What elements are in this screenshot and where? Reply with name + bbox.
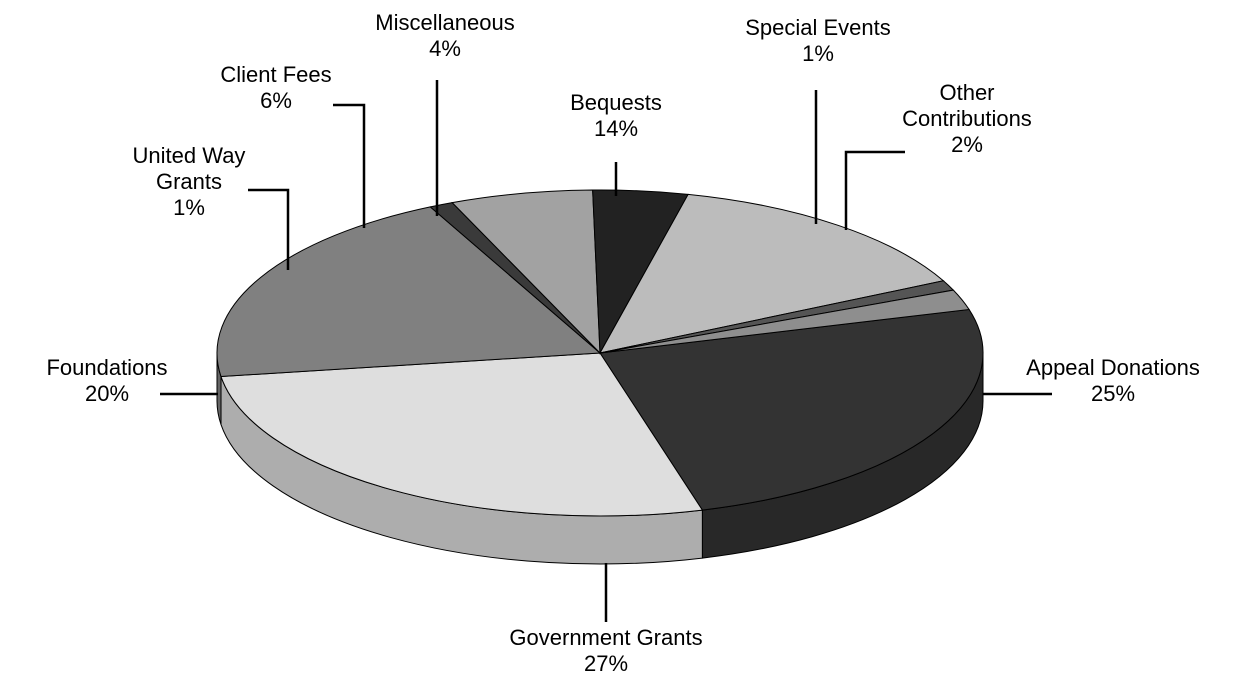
slice-label-bequests: Bequests 14% bbox=[570, 90, 662, 141]
slice-name-label: Other bbox=[939, 80, 994, 105]
slice-label-client-fees: Client Fees 6% bbox=[220, 62, 331, 113]
slice-name-label: Appeal Donations bbox=[1026, 355, 1200, 380]
slice-name-label: Client Fees bbox=[220, 62, 331, 87]
slice-label-foundations: Foundations 20% bbox=[46, 355, 167, 406]
pie-slice-other-contributions bbox=[599, 289, 970, 354]
slice-value-label: 27% bbox=[584, 651, 628, 676]
slice-value-label: 2% bbox=[951, 132, 983, 157]
slice-value-label: 25% bbox=[1091, 381, 1135, 406]
pie-slice-appeal-donations bbox=[599, 308, 984, 511]
slice-labels: Appeal Donations 25% Government Grants 27% F… bbox=[46, 10, 1199, 676]
slice-name-label: Foundations bbox=[46, 355, 167, 380]
leader-line-united-way-grants bbox=[248, 188, 290, 270]
slice-label-united-way-grants: United Way Grants 1% bbox=[133, 143, 246, 220]
leader-lines bbox=[160, 80, 1052, 622]
slice-value-label: 20% bbox=[85, 381, 129, 406]
slice-name-label: Bequests bbox=[570, 90, 662, 115]
slice-value-label: 4% bbox=[429, 36, 461, 61]
pie-slice-foundations bbox=[216, 206, 602, 378]
pie-slice-client-fees bbox=[451, 189, 601, 355]
slice-label-government-grants: Government Grants 27% bbox=[509, 625, 702, 676]
slice-value-label: 1% bbox=[173, 195, 205, 220]
pie-slices bbox=[216, 189, 984, 517]
slice-name-label: Grants bbox=[156, 169, 222, 194]
slice-name-label: Special Events bbox=[745, 15, 891, 40]
slice-label-appeal-donations: Appeal Donations 25% bbox=[1026, 355, 1200, 406]
slice-value-label: 14% bbox=[594, 116, 638, 141]
slice-label-special-events: Special Events 1% bbox=[745, 15, 891, 66]
leader-line-other-contributions bbox=[844, 150, 905, 230]
slice-label-miscellaneous: Miscellaneous 4% bbox=[375, 10, 514, 61]
slice-name-label: Miscellaneous bbox=[375, 10, 514, 35]
pie-slice-bequests bbox=[599, 193, 945, 354]
slice-value-label: 6% bbox=[260, 88, 292, 113]
slice-label-other-contributions: Other Contributions 2% bbox=[902, 80, 1032, 157]
slice-name-label: Government Grants bbox=[509, 625, 702, 650]
slice-value-label: 1% bbox=[802, 41, 834, 66]
pie-slice-government-grants bbox=[220, 352, 704, 517]
leader-line-client-fees bbox=[333, 103, 366, 228]
slice-name-label: United Way bbox=[133, 143, 246, 168]
slice-name-label: Contributions bbox=[902, 106, 1032, 131]
